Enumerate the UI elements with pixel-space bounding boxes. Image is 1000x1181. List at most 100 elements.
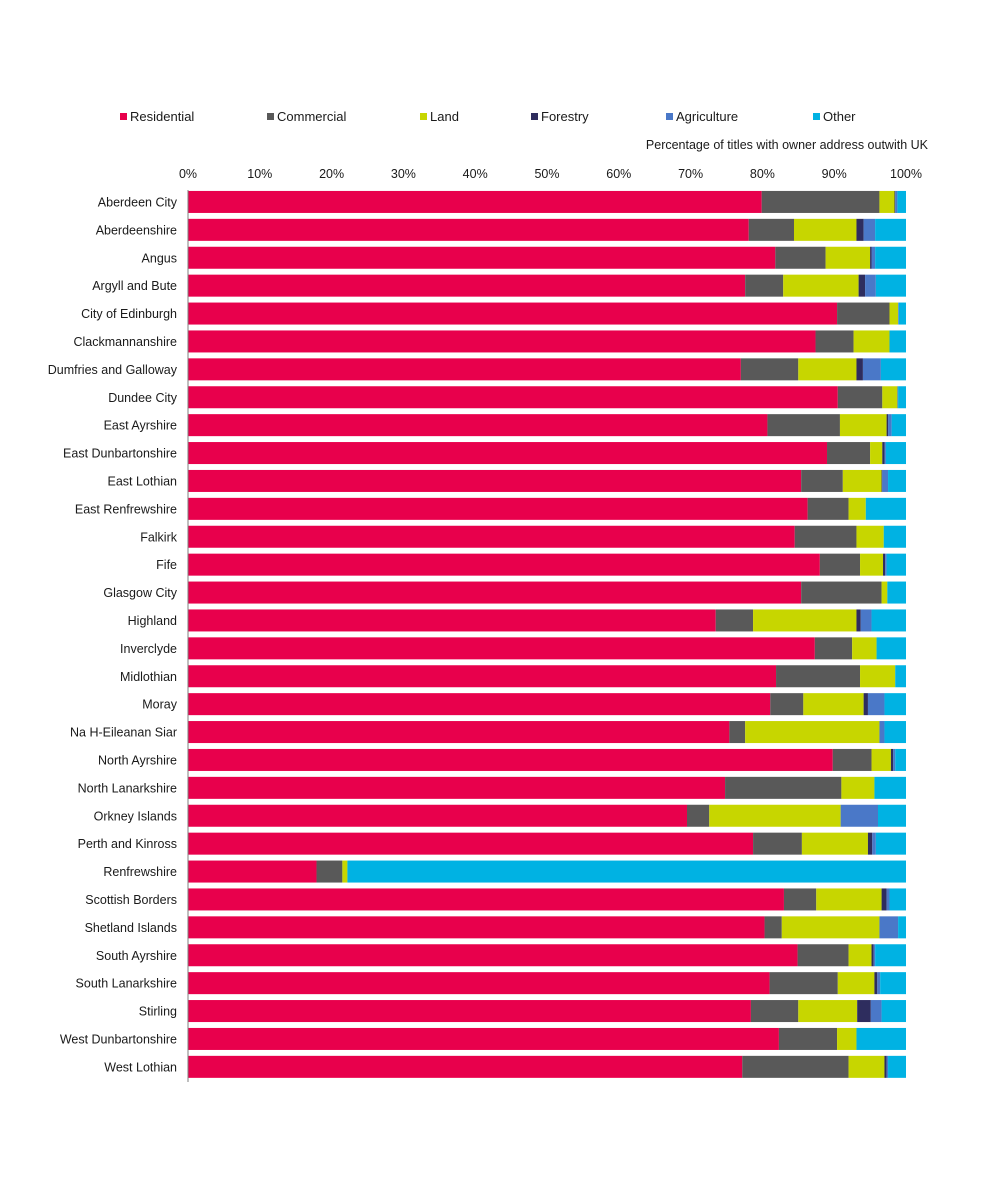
category-label: Scottish Borders: [85, 893, 177, 907]
bar-row-west-lothian: [188, 1055, 906, 1078]
bar-segment-residential: [188, 637, 815, 660]
bar-segment-residential: [188, 1000, 751, 1023]
legend-item-commercial: Commercial: [267, 109, 346, 124]
bar-segment-residential: [188, 218, 749, 241]
bar-segment-residential: [188, 386, 838, 409]
bar-segment-residential: [188, 916, 765, 939]
bar-segment-forestry: [874, 972, 878, 995]
bar-segment-land: [342, 860, 348, 883]
legend-label-commercial: Commercial: [277, 109, 346, 124]
bar-row-shetland-islands: [188, 916, 906, 939]
legend-swatch-commercial: [267, 113, 274, 120]
x-tick-label: 20%: [319, 167, 344, 181]
bar-segment-land: [848, 1055, 885, 1078]
bar-row-scottish-borders: [188, 888, 906, 911]
bar-segment-residential: [188, 330, 816, 353]
bar-segment-commercial: [687, 804, 710, 827]
bar-segment-forestry: [881, 888, 887, 911]
bar-row-argyll-and-bute: [188, 274, 906, 297]
category-label: Highland: [128, 614, 177, 628]
bar-segment-residential: [188, 525, 795, 548]
x-tick-label: 60%: [606, 167, 631, 181]
bar-segment-commercial: [837, 302, 890, 325]
x-axis-ticks: 0% 10% 20% 30% 40% 50% 60% 70% 80% 90% 100%: [179, 167, 922, 181]
category-label: Inverclyde: [120, 642, 177, 656]
bar-segment-other: [871, 609, 906, 632]
bar-segment-land: [745, 721, 880, 744]
category-label: East Lothian: [108, 474, 178, 488]
bar-row-renfrewshire: [188, 860, 906, 883]
bar-row-fife: [188, 553, 906, 576]
bar-segment-commercial: [764, 916, 782, 939]
bar-row-east-lothian: [188, 469, 906, 492]
bar-segment-commercial: [767, 414, 840, 437]
bar-segment-residential: [188, 302, 838, 325]
bar-row-na-h-eileanan-siar: [188, 721, 906, 744]
bar-segment-commercial: [783, 888, 817, 911]
bar-segment-commercial: [316, 860, 343, 883]
bar-segment-commercial: [770, 693, 804, 716]
bar-segment-commercial: [740, 358, 799, 381]
bar-row-falkirk: [188, 525, 906, 548]
bar-segment-residential: [188, 414, 768, 437]
bar-row-clackmannanshire: [188, 330, 906, 353]
bar-row-west-dunbartonshire: [188, 1027, 906, 1050]
bar-segment-agriculture: [870, 1000, 882, 1023]
x-tick-label: 30%: [391, 167, 416, 181]
bar-segment-agriculture: [879, 916, 899, 939]
x-tick-label: 50%: [534, 167, 559, 181]
bar-segment-commercial: [827, 442, 871, 465]
bar-segment-forestry: [856, 358, 863, 381]
bar-segment-other: [886, 553, 906, 576]
bar-segment-commercial: [794, 525, 857, 548]
bar-segment-land: [881, 581, 888, 604]
bars-area: [188, 190, 906, 1078]
legend-swatch-residential: [120, 113, 127, 120]
bar-segment-residential: [188, 274, 746, 297]
bar-row-glasgow-city: [188, 581, 906, 604]
bar-segment-agriculture: [862, 358, 881, 381]
bar-row-stirling: [188, 1000, 906, 1023]
bar-segment-agriculture: [877, 972, 881, 995]
bar-segment-agriculture: [867, 693, 885, 716]
bar-segment-residential: [188, 581, 802, 604]
category-label: East Dunbartonshire: [63, 447, 177, 461]
category-label: South Lanarkshire: [76, 977, 178, 991]
bar-segment-forestry: [863, 693, 868, 716]
bar-segment-land: [837, 1027, 857, 1050]
category-label: North Lanarkshire: [78, 781, 177, 795]
bar-segment-residential: [188, 665, 777, 688]
category-label: Moray: [142, 698, 177, 712]
bar-segment-commercial: [819, 553, 861, 576]
bar-segment-land: [841, 776, 875, 799]
bar-segment-commercial: [837, 386, 883, 409]
bar-segment-residential: [188, 804, 688, 827]
bar-segment-agriculture: [873, 944, 876, 967]
bar-segment-commercial: [745, 274, 784, 297]
bar-segment-commercial: [715, 609, 754, 632]
bar-segment-other: [875, 832, 906, 855]
bar-segment-forestry: [856, 609, 861, 632]
bar-segment-commercial: [725, 776, 842, 799]
bar-segment-agriculture: [840, 804, 878, 827]
bar-segment-other: [865, 497, 906, 520]
category-label: West Dunbartonshire: [60, 1032, 177, 1046]
bar-segment-other: [887, 581, 906, 604]
bar-segment-agriculture: [897, 386, 899, 409]
bar-row-midlothian: [188, 665, 906, 688]
category-label: Glasgow City: [103, 586, 177, 600]
bar-segment-forestry: [894, 190, 896, 213]
category-label: Shetland Islands: [85, 921, 177, 935]
category-label: Perth and Kinross: [78, 837, 177, 851]
bar-segment-other: [874, 776, 906, 799]
legend-swatch-land: [420, 113, 427, 120]
bar-segment-other: [889, 888, 906, 911]
bar-segment-land: [882, 386, 898, 409]
bar-segment-land: [837, 972, 875, 995]
bar-segment-land: [793, 218, 857, 241]
bar-segment-forestry: [858, 274, 866, 297]
bar-segment-agriculture: [879, 721, 885, 744]
legend-item-land: Land: [420, 109, 459, 124]
bar-segment-land: [801, 832, 868, 855]
bar-segment-commercial: [769, 972, 838, 995]
